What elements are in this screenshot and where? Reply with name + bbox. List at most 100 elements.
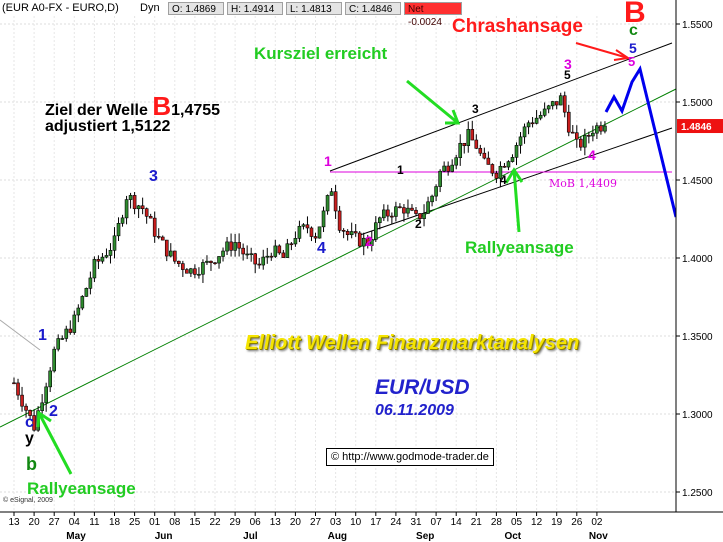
wave-4-blue-label: 4 bbox=[317, 240, 326, 257]
candle-body bbox=[245, 253, 249, 256]
candle-body bbox=[470, 129, 475, 141]
date-tick-label: 02 bbox=[591, 517, 603, 528]
candle-body bbox=[144, 208, 149, 217]
candle-body bbox=[329, 191, 334, 196]
candle-body bbox=[209, 260, 213, 264]
chart-grid bbox=[0, 16, 676, 512]
kursziel-label: Kursziel erreicht bbox=[254, 44, 388, 63]
date-tick-label: 18 bbox=[109, 517, 121, 528]
price-tick-label: 1.5000 bbox=[682, 98, 713, 109]
candle-body bbox=[418, 213, 422, 219]
candle-body bbox=[382, 209, 386, 219]
date-axis: 13 20 27 04 11 18 25 01 08 15 22 29 06 13 20 27 03 10 17 24… bbox=[0, 511, 723, 542]
candle-body bbox=[361, 237, 366, 247]
candle-body bbox=[490, 164, 495, 174]
date-tick-label: 13 bbox=[270, 517, 282, 528]
last-price-tag bbox=[677, 119, 723, 134]
candle-body bbox=[241, 247, 245, 255]
candle-body bbox=[454, 157, 459, 166]
wave-5-magenta-label: 5 bbox=[628, 54, 636, 69]
month-label: Nov bbox=[589, 531, 608, 542]
candle-body bbox=[583, 135, 587, 148]
candle-body bbox=[160, 236, 165, 241]
price-axis: 1.5500 1.5000 1.4500 1.4000 1.3500 1.3000 1.25… bbox=[675, 0, 723, 512]
candle-body bbox=[498, 165, 503, 179]
overlay-group bbox=[36, 42, 678, 475]
candle-body bbox=[257, 263, 262, 266]
candle-body bbox=[595, 125, 599, 134]
candle-body bbox=[100, 256, 105, 262]
candle-body bbox=[12, 382, 16, 385]
candle-body bbox=[538, 115, 543, 119]
candle-body bbox=[128, 195, 133, 200]
date-tick-label: 28 bbox=[491, 517, 503, 528]
ziel-b-label: B bbox=[152, 91, 172, 121]
candle-body bbox=[526, 122, 531, 128]
candle-body bbox=[466, 129, 471, 146]
candle-body bbox=[458, 142, 463, 159]
candle-body bbox=[120, 217, 125, 224]
candle-body bbox=[482, 152, 487, 159]
candle-body bbox=[185, 269, 189, 274]
candle-body bbox=[16, 382, 20, 396]
candle-body bbox=[293, 238, 298, 245]
date-tick-label: 21 bbox=[471, 517, 483, 528]
candle-body bbox=[422, 213, 426, 219]
candle-body bbox=[546, 105, 551, 110]
arrow-rallye-mid bbox=[504, 167, 524, 233]
month-label: Oct bbox=[504, 531, 521, 542]
open-value: O: 1.4869 bbox=[168, 2, 224, 15]
candle-body bbox=[462, 142, 467, 146]
candle-body bbox=[566, 111, 571, 133]
date-tick-label: 13 bbox=[8, 517, 20, 528]
candle-body bbox=[603, 125, 607, 132]
candle-body bbox=[478, 148, 483, 154]
candle-body bbox=[579, 138, 583, 148]
candle-body bbox=[587, 135, 591, 137]
candle-body bbox=[221, 250, 225, 257]
wave-y-label: y bbox=[25, 430, 34, 447]
lower-left-line bbox=[0, 319, 41, 351]
arrow-chrash bbox=[575, 42, 631, 61]
date-label: 06.11.2009 bbox=[375, 402, 454, 419]
candle-body bbox=[474, 139, 479, 149]
candle-body bbox=[229, 241, 233, 251]
ziel-text: Ziel der Welle B1,4755 bbox=[45, 91, 220, 122]
wave-5-sub-label: 5 bbox=[564, 68, 571, 82]
candle-body bbox=[574, 132, 579, 140]
candle-body bbox=[237, 242, 241, 249]
candle-body bbox=[434, 186, 438, 197]
candle-body bbox=[305, 224, 310, 229]
candle-body bbox=[205, 260, 209, 263]
candle-body bbox=[72, 314, 77, 333]
pair-label: EUR/USD bbox=[375, 376, 470, 399]
price-tick-label: 1.2500 bbox=[682, 488, 713, 499]
date-tick-label: 20 bbox=[290, 517, 302, 528]
candle-body bbox=[369, 239, 374, 246]
candle-body bbox=[554, 101, 559, 106]
candle-body bbox=[313, 236, 318, 239]
chart-mode-label: Dyn bbox=[140, 2, 160, 14]
candle-body bbox=[333, 191, 338, 212]
candle-body bbox=[353, 231, 358, 234]
candle-body bbox=[518, 136, 523, 146]
wave-3-magenta-label: 3 bbox=[564, 56, 572, 72]
wave-c-blue-label: c bbox=[25, 414, 34, 431]
candle-body bbox=[365, 237, 370, 246]
wave-2-sub-label: 2 bbox=[415, 217, 422, 231]
candle-body bbox=[510, 157, 515, 162]
candle-body bbox=[373, 222, 378, 240]
date-tick-label: 29 bbox=[230, 517, 242, 528]
candle-body bbox=[32, 415, 36, 431]
candle-body bbox=[542, 108, 547, 116]
candle-body bbox=[341, 229, 346, 232]
candle-body bbox=[189, 268, 193, 274]
candle-body bbox=[164, 239, 169, 257]
candle-body bbox=[265, 255, 270, 258]
chrash-label: Chrashansage bbox=[452, 16, 583, 37]
candle-body bbox=[325, 195, 330, 212]
candle-body bbox=[92, 259, 97, 279]
candle-body bbox=[60, 338, 65, 340]
low-value: L: 1.4813 bbox=[286, 2, 342, 15]
candle-body bbox=[570, 131, 575, 134]
